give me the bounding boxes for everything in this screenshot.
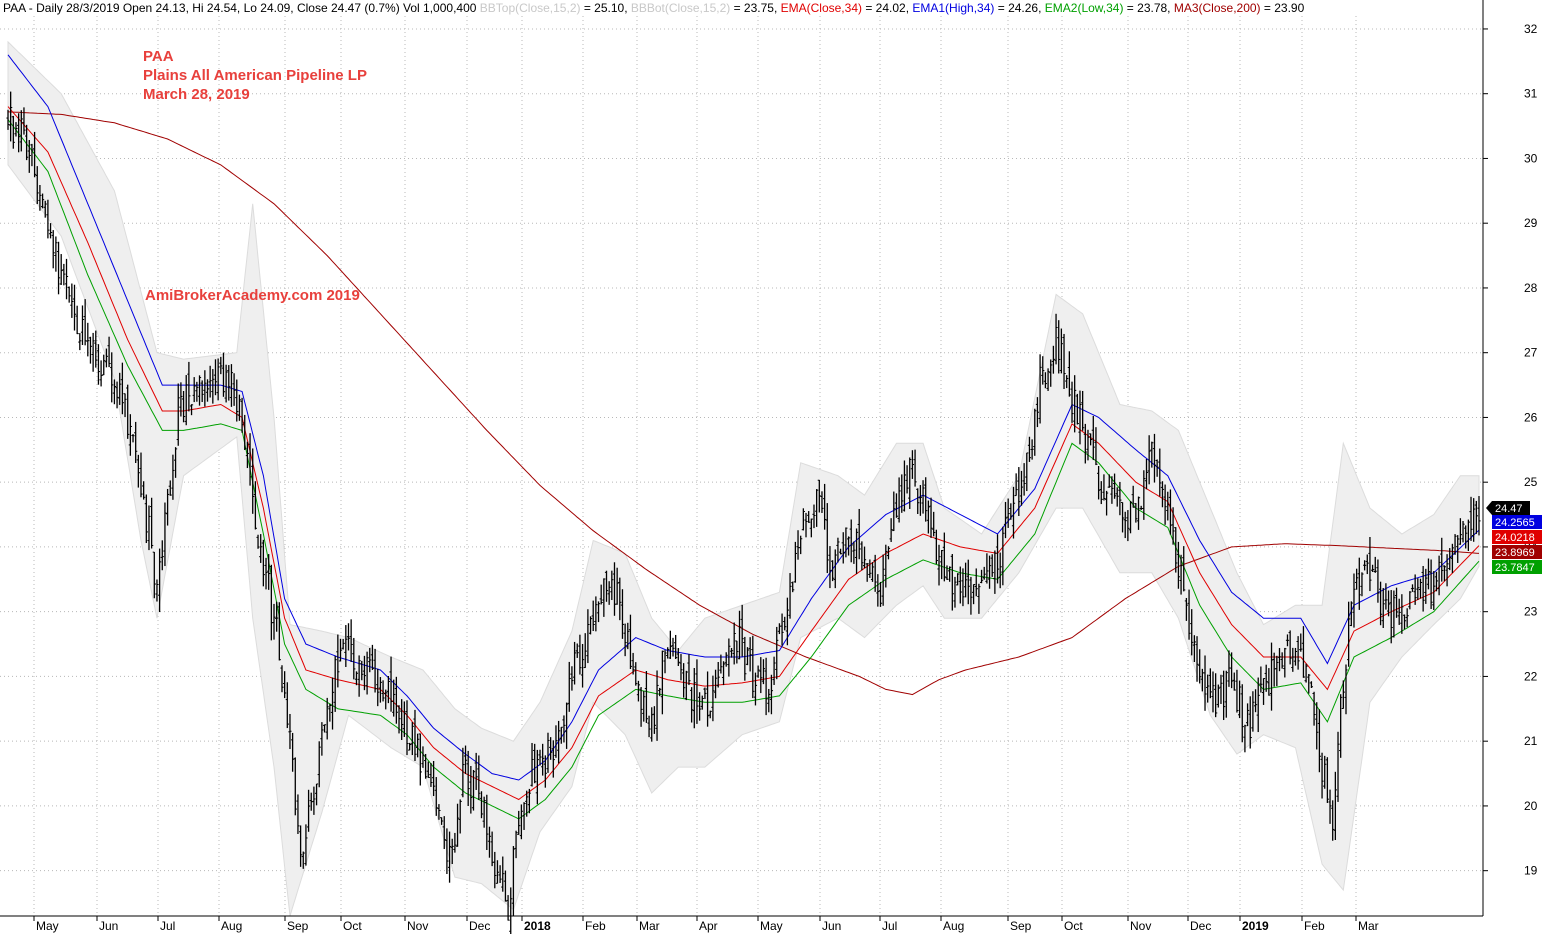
- last-value-label: 23.7847: [1492, 560, 1542, 574]
- y-tick-label: 30: [1524, 151, 1538, 165]
- bbbot-value: = 23.75,: [730, 1, 781, 15]
- ma3-label: MA3(Close,200): [1173, 1, 1261, 15]
- y-tick-label: 19: [1524, 864, 1538, 878]
- title-prefix: PAA - Daily 28/3/2019 Open 24.13, Hi 24.…: [3, 1, 480, 15]
- watermark-text: AmiBrokerAcademy.com 2019: [145, 287, 360, 304]
- last-value-label: 24.0218: [1492, 530, 1542, 544]
- ema2-value: = 23.78,: [1123, 1, 1174, 15]
- last-value-labels: 24.47 24.2565 24.0218 23.8969 23.7847: [1486, 501, 1542, 574]
- x-tick-label: May: [760, 919, 783, 933]
- x-tick-label: Mar: [1358, 919, 1379, 933]
- chart-title-bar: PAA - Daily 28/3/2019 Open 24.13, Hi 24.…: [3, 0, 1304, 16]
- y-tick-label: 21: [1524, 734, 1538, 748]
- y-tick-label: 32: [1524, 22, 1538, 36]
- last-value-label-bg: [1492, 545, 1542, 559]
- x-tick-label: Nov: [407, 919, 428, 933]
- bbbot-label: BBBot(Close,15,2): [630, 1, 731, 15]
- last-value-label: 24.47: [1486, 501, 1530, 515]
- annotation-ticker: PAA: [143, 48, 174, 65]
- x-tick-label: Nov: [1130, 919, 1151, 933]
- ema1-value: = 24.26,: [994, 1, 1045, 15]
- y-tick-label: 26: [1524, 410, 1538, 424]
- ema-label: EMA(Close,34): [780, 1, 862, 15]
- x-tick-label: Jun: [99, 919, 118, 933]
- bbtop-label: BBTop(Close,15,2): [479, 1, 581, 15]
- last-value-label: 24.2565: [1492, 515, 1542, 529]
- y-tick-label: 27: [1524, 346, 1538, 360]
- y-tick-label: 23: [1524, 605, 1538, 619]
- last-value-label-bg: [1492, 515, 1542, 529]
- x-tick-label: Oct: [343, 919, 362, 933]
- ema-value: = 24.02,: [861, 1, 913, 15]
- last-value-label: 23.8969: [1492, 545, 1542, 559]
- last-value-label-bg: [1492, 530, 1542, 544]
- x-tick-label: Aug: [943, 919, 964, 933]
- x-tick-label: 2019: [1242, 919, 1269, 933]
- last-value-label-text: 23.8969: [1495, 547, 1535, 559]
- bollinger-band-area: [7, 40, 1480, 917]
- ma3-close-200-line: [7, 111, 1480, 696]
- ema1-high-34-line: [7, 54, 1480, 781]
- x-tick-label: Dec: [1190, 919, 1211, 933]
- x-tick-label: Jul: [160, 919, 175, 933]
- x-tick-label: Sep: [1010, 919, 1032, 933]
- last-value-label-text: 24.2565: [1495, 517, 1535, 529]
- x-tick-label: Feb: [1304, 919, 1325, 933]
- x-tick-label: Jul: [882, 919, 897, 933]
- y-tick-label: 22: [1524, 669, 1538, 683]
- price-bars: [6, 91, 1481, 937]
- x-tick-label: Oct: [1064, 919, 1083, 933]
- last-value-label-text: 23.7847: [1495, 562, 1535, 574]
- y-tick-label: 29: [1524, 216, 1538, 230]
- grid: [0, 16, 1483, 916]
- ma3-value: = 23.90: [1260, 1, 1305, 15]
- last-value-label-text: 24.0218: [1495, 532, 1535, 544]
- last-value-label-bg: [1492, 560, 1542, 574]
- bbtop-value: = 25.10,: [580, 1, 631, 15]
- x-tick-label: Apr: [699, 919, 718, 933]
- bollinger-band: [7, 40, 1480, 917]
- annotation-date: March 28, 2019: [143, 86, 250, 103]
- y-tick-label: 28: [1524, 281, 1538, 295]
- annotation-company: Plains All American Pipeline LP: [143, 67, 367, 84]
- y-tick-label: 20: [1524, 799, 1538, 813]
- x-tick-label: Dec: [469, 919, 490, 933]
- x-tick-label: 2018: [524, 919, 551, 933]
- x-tick-label: Mar: [639, 919, 660, 933]
- y-tick-label: 31: [1524, 87, 1538, 101]
- x-tick-label: Sep: [287, 919, 309, 933]
- x-tick-label: Jun: [822, 919, 841, 933]
- x-tick-label: Aug: [221, 919, 242, 933]
- x-tick-label: Feb: [585, 919, 606, 933]
- y-tick-label: 25: [1524, 475, 1538, 489]
- x-tick-label: May: [36, 919, 59, 933]
- ema2-label: EMA2(Low,34): [1044, 1, 1124, 15]
- ema1-label: EMA1(High,34): [912, 1, 995, 15]
- last-value-label-text: 24.47: [1495, 503, 1523, 515]
- last-value-label-bg: [1486, 501, 1530, 515]
